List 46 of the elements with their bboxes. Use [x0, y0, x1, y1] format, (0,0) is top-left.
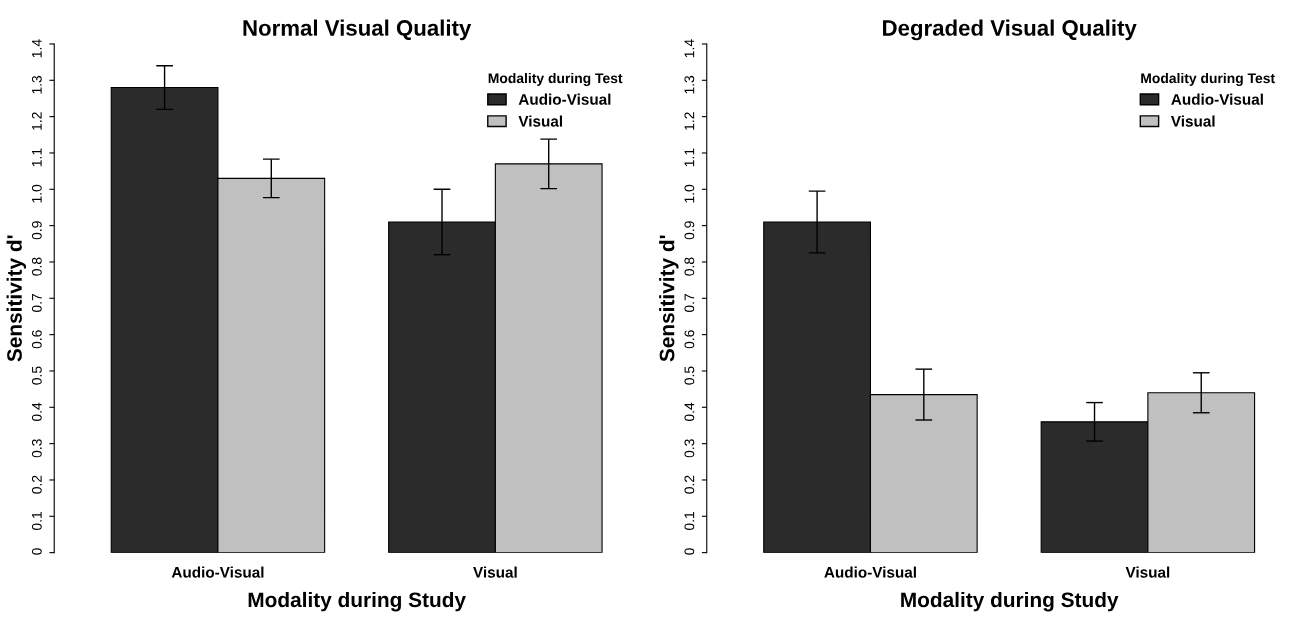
- y-tick-label: 1.4: [32, 39, 42, 58]
- chart-title: Degraded Visual Quality: [883, 19, 1137, 41]
- legend-title: Modality during Test: [488, 72, 623, 86]
- x-tick-label: Audio-Visual: [824, 566, 916, 578]
- y-tick-label: 0.9: [31, 221, 42, 240]
- y-tick-label: 1.0: [31, 184, 42, 203]
- y-tick-label: 0.7: [684, 293, 695, 313]
- y-tick-label: 0.3: [31, 439, 42, 458]
- y-tick-label: 1.3: [31, 75, 42, 94]
- legend-label: Audio-Visual: [1171, 93, 1263, 105]
- y-tick-label: 0.8: [684, 257, 695, 276]
- legend-label: Audio-Visual: [518, 93, 611, 105]
- x-tick-label: Audio-Visual: [171, 566, 264, 578]
- y-tick-label: 0: [684, 548, 695, 555]
- legend-title: Modality during Test: [1141, 72, 1275, 86]
- y-tick-label: 1.3: [684, 75, 695, 94]
- y-tick-label: 0.3: [684, 439, 695, 458]
- y-tick-label: 0.7: [31, 293, 42, 313]
- y-tick-label: 0.8: [31, 257, 42, 276]
- y-tick-label: 0.2: [31, 475, 42, 494]
- y-tick-label: 0.4: [31, 402, 42, 422]
- y-tick-label: 1.2: [684, 112, 695, 130]
- x-axis-title: Modality during Study: [248, 591, 466, 612]
- legend-label: Visual: [518, 115, 562, 127]
- y-tick-label: 0.5: [684, 366, 695, 385]
- y-tick-label: 0.4: [684, 402, 695, 422]
- y-tick-label: 0.9: [684, 221, 695, 240]
- chart-title: Normal Visual Quality: [243, 19, 472, 41]
- x-tick-label: Visual: [1125, 566, 1170, 578]
- legend-label: Visual: [1170, 115, 1215, 127]
- y-tick-label: 0.6: [31, 330, 42, 349]
- y-tick-label: 1.4: [684, 39, 695, 58]
- y-tick-label: 0.1: [684, 511, 695, 531]
- x-tick-label: Visual: [473, 566, 517, 578]
- y-tick-label: 1.1: [32, 148, 42, 167]
- y-tick-label: 1.0: [684, 184, 695, 203]
- y-tick-label: 0: [31, 548, 42, 555]
- y-tick-label: 0.5: [31, 366, 42, 385]
- y-axis-title: Sensitivity d': [6, 235, 27, 362]
- x-axis-title: Modality during Study: [901, 591, 1119, 612]
- y-tick-label: 1.2: [31, 112, 42, 130]
- y-tick-label: 0.1: [31, 511, 42, 531]
- y-tick-label: 0.6: [684, 330, 695, 349]
- y-tick-label: 0.2: [684, 475, 695, 494]
- y-tick-label: 1.1: [684, 148, 695, 167]
- y-axis-title: Sensitivity d': [659, 235, 679, 362]
